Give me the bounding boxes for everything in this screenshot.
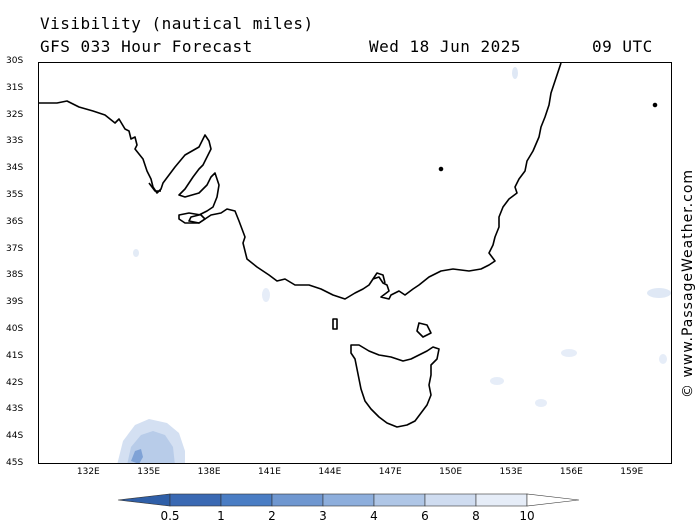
lat-label: 40S: [6, 324, 24, 334]
legend-label: 6: [421, 509, 429, 523]
lat-label: 30S: [6, 56, 24, 66]
legend-swatch: [220, 493, 273, 507]
tasmania: [350, 344, 440, 428]
forecast-date: Wed 18 Jun 2025: [369, 37, 521, 56]
visibility-patch: [659, 354, 667, 364]
lat-label: 39S: [6, 297, 24, 308]
spencer-gulf-coast: [148, 182, 161, 192]
lat-label: 36S: [6, 216, 24, 227]
lon-label: 135E: [137, 467, 161, 477]
lat-label: 35S: [6, 190, 24, 200]
lat-label: 31S: [6, 82, 24, 93]
norfolk-island: [652, 102, 658, 108]
visibility-patch: [647, 288, 671, 298]
credit-watermark: © www.PassageWeather.com: [680, 168, 696, 398]
lat-label: 42S: [6, 377, 24, 388]
map-frame: [38, 62, 672, 464]
visibility-patch: [262, 288, 270, 302]
forecast-time: 09 UTC: [592, 37, 653, 56]
legend-swatch: [271, 493, 324, 507]
visibility-patch: [535, 399, 547, 407]
legend-swatch: [373, 493, 426, 507]
legend-swatch: [322, 493, 375, 507]
flinders-island: [416, 322, 432, 338]
legend-swatch: [475, 493, 528, 507]
lon-label: 156E: [559, 467, 583, 477]
port-phillip-bay: [372, 272, 386, 284]
lat-label: 32S: [6, 109, 24, 120]
king-island: [332, 318, 338, 330]
legend-label: 2: [268, 509, 276, 523]
lon-label: 159E: [620, 467, 644, 477]
legend-label: 10: [519, 509, 535, 523]
lat-label: 41S: [6, 350, 24, 361]
legend-swatch: [169, 493, 222, 507]
legend-label: 1: [217, 509, 225, 523]
lon-label: 132E: [76, 467, 100, 477]
visibility-patch: [561, 349, 577, 357]
lon-label: 138E: [197, 467, 221, 477]
legend-label: 8: [472, 509, 480, 523]
legend-swatch: [424, 493, 477, 507]
visibility-patch: [512, 67, 518, 79]
lat-label: 37S: [6, 243, 24, 254]
legend-high-arrow: [526, 493, 580, 507]
lord-howe-island: [438, 166, 444, 172]
lat-label: 43S: [6, 404, 24, 415]
visibility-legend: [117, 493, 580, 507]
legend-label: 3: [319, 509, 327, 523]
visibility-patch: [490, 377, 504, 385]
lon-label: 141E: [258, 467, 281, 477]
legend-low-arrow: [117, 493, 171, 507]
visibility-shading: [117, 67, 671, 463]
visibility-map: [39, 63, 671, 463]
lat-label: 45S: [6, 458, 24, 468]
lon-label: 153E: [499, 467, 523, 477]
low-visibility-area-dark: [131, 449, 143, 463]
coastline: [39, 63, 658, 428]
legend-label: 0.5: [160, 509, 180, 523]
lon-label: 144E: [318, 467, 342, 477]
lat-label: 34S: [6, 163, 24, 174]
lon-label: 150E: [439, 467, 463, 477]
lat-label: 44S: [6, 431, 24, 442]
kangaroo-island: [178, 212, 206, 224]
legend-label: 4: [370, 509, 378, 523]
forecast-model: GFS 033 Hour Forecast: [40, 37, 253, 56]
chart-title: Visibility (nautical miles): [40, 14, 314, 33]
mainland-coast: [39, 63, 562, 300]
lat-label: 38S: [6, 270, 24, 281]
visibility-patch: [133, 249, 139, 257]
lat-label: 33S: [6, 136, 24, 147]
lon-label: 147E: [378, 467, 402, 477]
